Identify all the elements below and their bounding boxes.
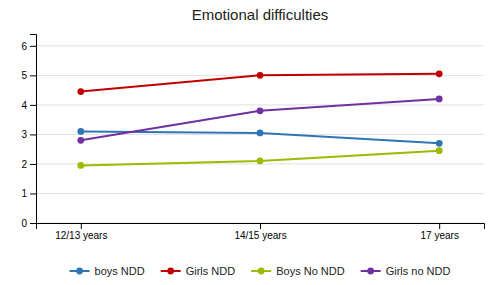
- legend-label: Girls NDD: [186, 265, 236, 277]
- marker: [257, 107, 264, 114]
- y-tick: 1: [21, 188, 36, 199]
- y-tick-mark: [30, 134, 36, 135]
- x-tick-mark: [439, 223, 440, 229]
- marker: [257, 72, 264, 79]
- y-tick-label: 2: [21, 159, 27, 170]
- marker: [257, 158, 264, 165]
- y-tick-label: 3: [21, 129, 27, 140]
- legend-entry: Girls NDD: [161, 265, 236, 277]
- marker: [436, 96, 443, 103]
- x-axis-line: [37, 224, 485, 230]
- x-tick-label: 14/15 years: [234, 230, 286, 241]
- y-tick-label: 5: [21, 70, 27, 81]
- x-tick-mark: [81, 223, 82, 229]
- y-tick-label: 6: [21, 41, 27, 52]
- y-tick: 6: [21, 41, 36, 52]
- legend-label: Boys No NDD: [276, 265, 345, 277]
- series-markers: [77, 70, 442, 94]
- series-markers: [77, 147, 442, 169]
- y-tick: 5: [21, 70, 36, 81]
- marker: [436, 140, 443, 147]
- chart: Emotional difficulties 0 1 2 3 4 5 6 12/13 years…: [0, 0, 500, 285]
- y-tick-mark: [30, 193, 36, 194]
- marker: [436, 147, 443, 154]
- x-tick-label: 12/13 years: [55, 230, 107, 241]
- y-tick-mark: [30, 105, 36, 106]
- x-tick: 12/13 years: [55, 223, 107, 241]
- legend-label: boys NDD: [95, 265, 145, 277]
- y-tick-label: 0: [21, 218, 27, 229]
- legend-marker: [167, 268, 174, 275]
- series-line: [81, 99, 439, 140]
- y-tick-mark: [30, 46, 36, 47]
- legend-entry: Girls no NDD: [361, 265, 451, 277]
- marker: [77, 137, 84, 144]
- marker: [436, 70, 443, 77]
- y-tick-mark: [30, 223, 36, 224]
- x-axis: 12/13 years 14/15 years 17 years: [37, 223, 485, 241]
- legend-marker: [367, 268, 374, 275]
- x-tick-label: 17 years: [421, 230, 459, 241]
- legend-entry: Boys No NDD: [251, 265, 345, 277]
- grid-line: [36, 193, 484, 194]
- marker: [77, 128, 84, 135]
- legend-label: Girls no NDD: [386, 265, 451, 277]
- marker: [77, 162, 84, 169]
- grid-line: [36, 104, 484, 105]
- y-tick: 0: [21, 218, 36, 229]
- grid: [36, 46, 484, 223]
- legend-marker: [76, 268, 83, 275]
- legend-entry: boys NDD: [70, 265, 145, 277]
- x-tick: 14/15 years: [234, 223, 286, 241]
- plot-area: [77, 70, 442, 168]
- y-tick-label: 4: [21, 100, 27, 111]
- series-line: [81, 151, 439, 166]
- y-axis-line: [30, 35, 37, 224]
- y-tick: 3: [21, 129, 36, 140]
- y-tick-label: 1: [21, 188, 27, 199]
- title: Emotional difficulties: [192, 6, 328, 23]
- marker: [77, 88, 84, 95]
- y-tick: 4: [21, 100, 36, 111]
- x-tick-mark: [260, 223, 261, 229]
- y-axis: 0 1 2 3 4 5 6: [21, 35, 36, 229]
- marker: [257, 130, 264, 137]
- grid-line: [36, 45, 484, 46]
- x-tick: 17 years: [421, 223, 459, 241]
- legend-marker: [258, 268, 265, 275]
- y-tick: 2: [21, 159, 36, 170]
- y-tick-mark: [30, 164, 36, 165]
- y-tick-mark: [30, 75, 36, 76]
- legend: boys NDD Girls NDD Boys No NDD Girls no NDD: [70, 265, 451, 277]
- series-markers: [77, 96, 442, 144]
